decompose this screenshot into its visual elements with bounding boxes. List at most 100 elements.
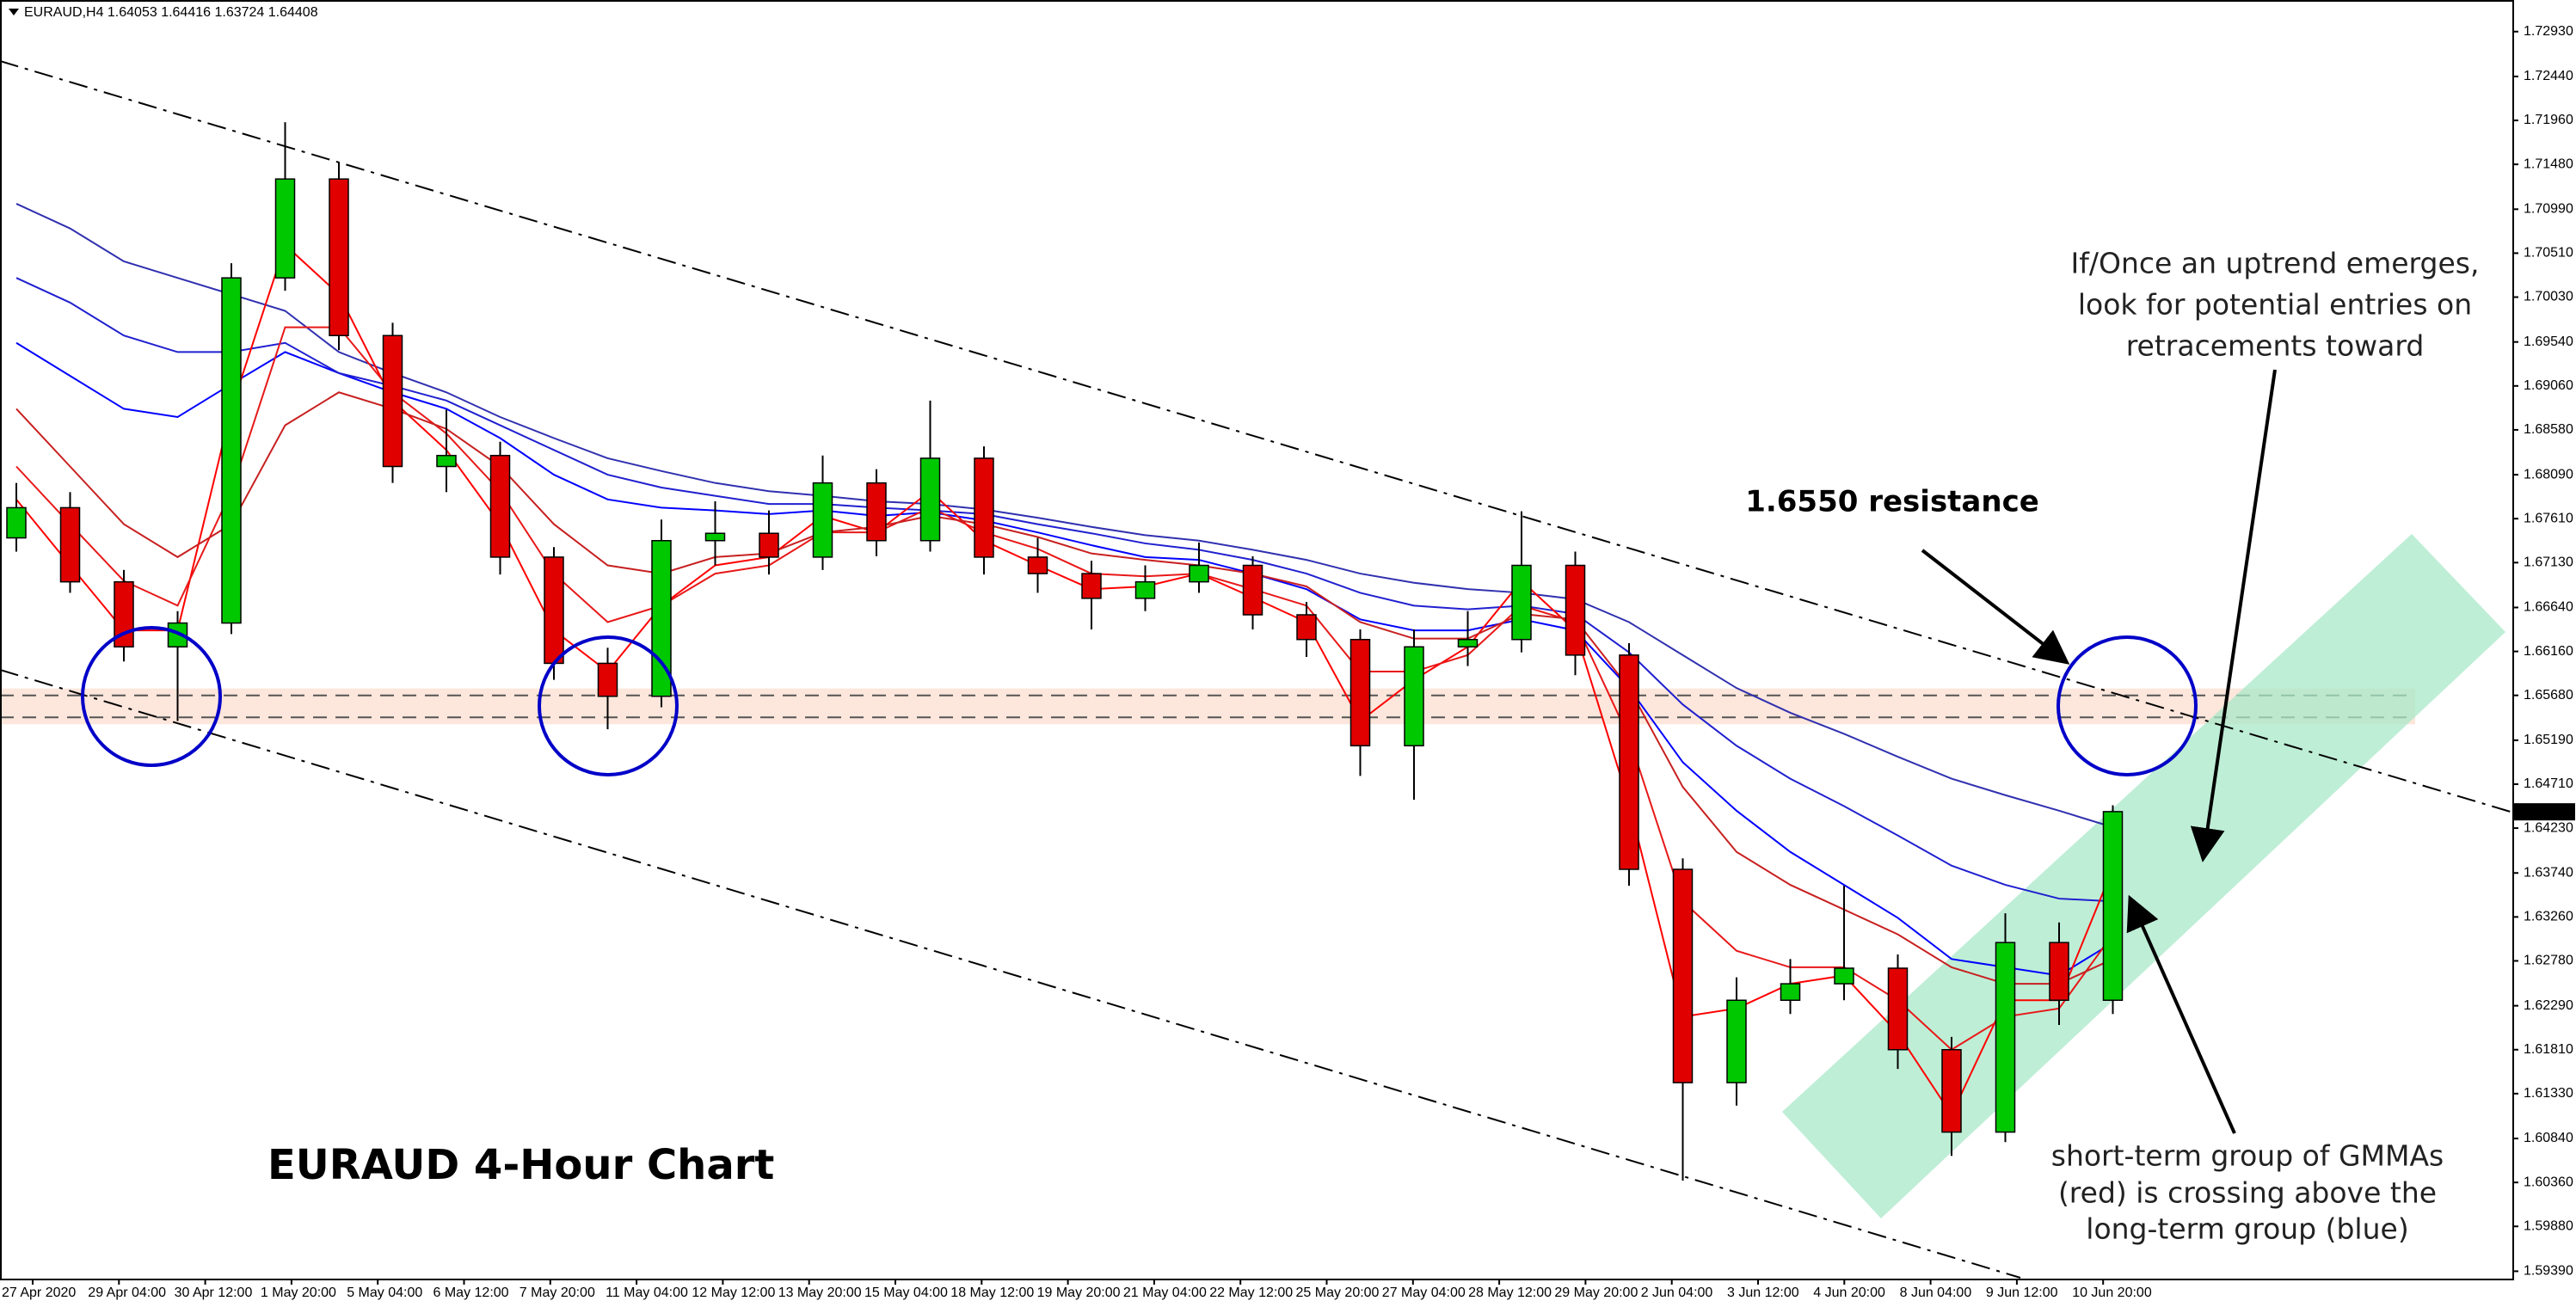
x-tick-label: 13 May 20:00 bbox=[778, 1286, 862, 1300]
candle-body bbox=[489, 454, 511, 558]
axes: 1.72930 1.72440 1.71960 1.71480 1.70990 1.705… bbox=[2, 24, 2575, 1300]
x-tick-label: 30 Apr 12:00 bbox=[175, 1286, 253, 1300]
note-line: look for potential entries on bbox=[2078, 288, 2472, 322]
candle-body bbox=[329, 178, 349, 336]
x-tick-label: 8 Jun 04:00 bbox=[1900, 1286, 1972, 1300]
x-tick-label: 29 Apr 04:00 bbox=[88, 1286, 166, 1300]
header-icon bbox=[9, 9, 19, 15]
gmma-line bbox=[15, 341, 2114, 977]
note-line: retracements toward bbox=[2126, 329, 2425, 363]
gmma-lines bbox=[15, 203, 2114, 1117]
y-tick-label: 1.69540 bbox=[2524, 334, 2573, 349]
x-tick-label: 11 May 04:00 bbox=[606, 1286, 688, 1300]
highlight-circle bbox=[81, 626, 222, 767]
gmma-line bbox=[15, 391, 2113, 985]
y-tick-label: 1.62290 bbox=[2524, 998, 2573, 1013]
candle-body bbox=[1619, 654, 1639, 870]
y-tick-label: 1.65190 bbox=[2524, 733, 2573, 747]
upper-trendline bbox=[0, 60, 2514, 813]
x-tick-label: 25 May 20:00 bbox=[1296, 1286, 1380, 1300]
candle-body bbox=[1780, 983, 1801, 1002]
gmma-line bbox=[15, 326, 2114, 1051]
y-tick-label: 1.65680 bbox=[2524, 688, 2573, 703]
y-tick-label: 1.71960 bbox=[2524, 113, 2573, 127]
x-tick-label: 12 May 12:00 bbox=[692, 1286, 775, 1300]
y-tick-label: 1.63260 bbox=[2524, 910, 2573, 924]
gmma-line bbox=[15, 243, 2114, 1117]
candle-body bbox=[1404, 646, 1424, 747]
plot-frame bbox=[0, 0, 2514, 1280]
y-tick-label: 1.64710 bbox=[2524, 776, 2573, 791]
last-price-label: 1.64408 bbox=[2518, 804, 2568, 819]
uptrend-channel bbox=[1782, 534, 2505, 1218]
y-tick-label: 1.67130 bbox=[2524, 555, 2573, 570]
x-tick-label: 22 May 12:00 bbox=[1209, 1286, 1293, 1300]
x-tick-label: 19 May 20:00 bbox=[1037, 1286, 1121, 1300]
candle-body bbox=[167, 622, 188, 648]
arrow bbox=[2126, 894, 2236, 1134]
gmma-line bbox=[15, 277, 2113, 903]
candle-body bbox=[274, 178, 296, 279]
lower-trendline bbox=[0, 669, 2021, 1279]
candle-body bbox=[974, 457, 994, 558]
note-line: long-term group (blue) bbox=[2086, 1212, 2408, 1246]
y-tick-label: 1.70510 bbox=[2524, 246, 2573, 261]
candle-body bbox=[919, 457, 941, 542]
candle-body bbox=[1296, 614, 1317, 641]
candle-body bbox=[812, 482, 833, 558]
x-tick-label: 5 May 04:00 bbox=[347, 1286, 422, 1300]
x-tick-label: 1 May 20:00 bbox=[261, 1286, 336, 1300]
y-tick-label: 1.70030 bbox=[2524, 290, 2573, 304]
y-tick-label: 1.70990 bbox=[2524, 202, 2573, 217]
x-tick-label: 15 May 04:00 bbox=[864, 1286, 948, 1300]
candle-body bbox=[2049, 942, 2069, 1002]
y-tick-label: 1.59880 bbox=[2524, 1218, 2573, 1233]
highlight-circle bbox=[538, 635, 679, 776]
x-tick-label: 4 Jun 20:00 bbox=[1813, 1286, 1885, 1300]
candle-body bbox=[436, 454, 457, 468]
y-tick-label: 1.64230 bbox=[2524, 820, 2573, 835]
last-price-box bbox=[2513, 803, 2575, 821]
x-tick-label: 21 May 04:00 bbox=[1123, 1286, 1207, 1300]
candle-body bbox=[59, 506, 81, 583]
x-tick-label: 2 Jun 04:00 bbox=[1641, 1286, 1713, 1300]
note-line: (red) is crossing above the bbox=[2058, 1176, 2437, 1210]
note-line: short-term group of GMMAs bbox=[2051, 1139, 2444, 1173]
y-tick-label: 1.66160 bbox=[2524, 644, 2573, 659]
x-tick-label: 3 Jun 12:00 bbox=[1727, 1286, 1799, 1300]
resistance-zone-group bbox=[0, 688, 2415, 725]
candle-body bbox=[866, 482, 887, 542]
candle-body bbox=[704, 532, 726, 542]
highlight-circle bbox=[2056, 635, 2198, 776]
candle-body bbox=[597, 662, 618, 697]
candle-body bbox=[382, 334, 403, 468]
candle-body bbox=[1242, 564, 1263, 616]
y-tick-label: 1.66640 bbox=[2524, 600, 2573, 615]
y-tick-label: 1.71480 bbox=[2524, 156, 2573, 171]
x-tick-label: 29 May 20:00 bbox=[1554, 1286, 1638, 1300]
resistance-band bbox=[0, 688, 2415, 725]
candle-body bbox=[1726, 999, 1747, 1083]
candle-body bbox=[1134, 580, 1156, 599]
x-tick-label: 28 May 12:00 bbox=[1468, 1286, 1552, 1300]
y-tick-label: 1.62780 bbox=[2524, 954, 2573, 968]
x-tick-label: 18 May 12:00 bbox=[950, 1286, 1034, 1300]
candle-body bbox=[1672, 868, 1694, 1083]
y-tick-label: 1.61810 bbox=[2524, 1042, 2573, 1057]
arrow bbox=[2190, 369, 2277, 862]
y-tick-label: 1.67610 bbox=[2524, 511, 2573, 525]
chart-title: EURAUD 4-Hour Chart bbox=[267, 1141, 774, 1189]
candle-body bbox=[1565, 564, 1586, 656]
candle-body bbox=[1995, 942, 2016, 1133]
candle-body bbox=[1457, 638, 1479, 648]
y-tick-label: 1.68580 bbox=[2524, 422, 2573, 437]
y-tick-label: 1.59390 bbox=[2524, 1264, 2573, 1279]
y-tick-label: 1.60840 bbox=[2524, 1131, 2573, 1145]
chart-header: EURAUD,H4 1.64053 1.64416 1.63724 1.6440… bbox=[24, 5, 318, 20]
candle-body bbox=[221, 277, 242, 624]
y-tick-label: 1.60360 bbox=[2524, 1175, 2573, 1189]
candle-body bbox=[1941, 1048, 1962, 1133]
candle-body bbox=[1027, 556, 1048, 574]
